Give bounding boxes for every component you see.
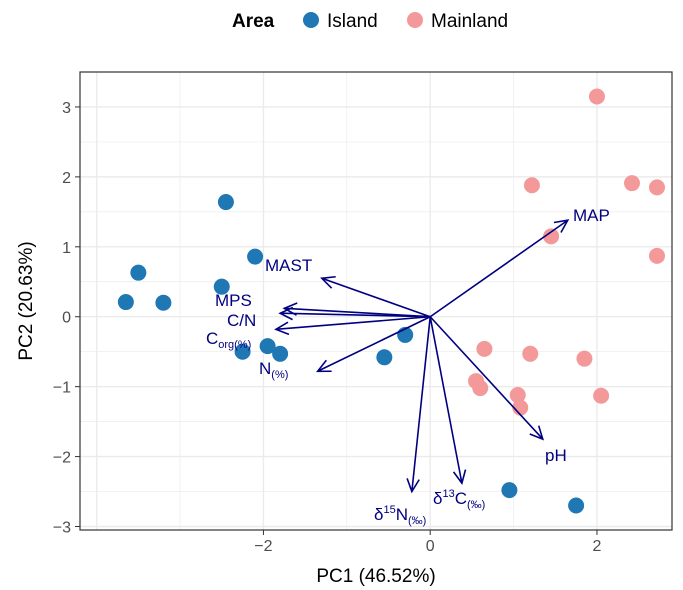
loading-arrow (284, 307, 431, 318)
loading-arrowhead (274, 321, 290, 336)
point-mainland (576, 350, 593, 367)
point-island (272, 345, 289, 362)
x-tick-label: −2 (254, 538, 272, 555)
loading-arrowhead (278, 306, 294, 321)
point-island (234, 343, 251, 360)
loading-arrow (280, 312, 431, 318)
legend-entries: Island Mainland (303, 11, 508, 32)
x-axis-ticks: −2 0 2 (254, 530, 602, 555)
loading-label: δ13C(‰) (433, 488, 485, 511)
point-mainland (593, 387, 610, 404)
legend-title: Area (232, 11, 275, 32)
scatter-points (117, 88, 665, 514)
loading-arrow (275, 315, 431, 331)
plot-panel-border (79, 71, 673, 531)
point-mainland (588, 88, 605, 105)
loading-arrowhead (406, 478, 420, 494)
point-island (155, 294, 172, 311)
legend-key-island (303, 12, 319, 28)
loading-label: δ15N(‰) (374, 504, 426, 527)
legend-label-island: Island (327, 11, 378, 32)
loading-label: pH (545, 446, 567, 465)
point-island (247, 248, 264, 265)
point-mainland (476, 340, 493, 357)
point-mainland (623, 175, 640, 192)
y-tick-label: 2 (62, 170, 71, 187)
y-axis-title: PC2 (20.63%) (16, 241, 37, 360)
loading-arrow (429, 219, 569, 318)
x-axis-title: PC1 (46.52%) (316, 566, 435, 587)
point-island (501, 482, 518, 499)
loading-arrow (429, 316, 544, 440)
loading-label: MAP (573, 206, 610, 225)
y-tick-label: −3 (53, 520, 71, 537)
legend-label-mainland: Mainland (431, 11, 508, 32)
point-mainland (543, 228, 560, 245)
point-mainland (522, 345, 539, 362)
legend: Area Island Mainland (232, 11, 508, 32)
point-mainland (648, 179, 665, 196)
y-tick-label: 3 (62, 100, 71, 117)
loading-arrowhead (315, 359, 332, 373)
plot-panel-background (80, 72, 672, 530)
point-island (376, 349, 393, 366)
y-tick-label: −2 (53, 450, 71, 467)
loading-vectors (274, 219, 570, 494)
grid-lines (80, 71, 672, 530)
point-island (130, 264, 147, 281)
legend-key-mainland (407, 12, 423, 28)
loading-arrow (411, 316, 431, 492)
y-tick-label: 0 (62, 310, 71, 327)
point-mainland (472, 380, 489, 397)
loading-arrow (429, 316, 463, 484)
y-axis-ticks: −3 −2 −1 0 1 2 3 (53, 100, 80, 537)
loading-label: MPS (215, 291, 252, 310)
loading-arrowhead (553, 219, 570, 233)
point-island (568, 497, 585, 514)
loading-label: N(%) (259, 359, 288, 381)
y-tick-label: 1 (62, 240, 71, 257)
point-mainland (512, 399, 529, 416)
loading-label: MAST (265, 256, 312, 275)
point-mainland (509, 387, 526, 404)
loading-arrow (321, 277, 431, 318)
loading-arrowhead (452, 469, 467, 485)
point-mainland (523, 177, 540, 194)
point-island (117, 294, 134, 311)
loading-arrow (317, 316, 431, 372)
loading-arrowhead (320, 275, 336, 289)
point-island (259, 338, 276, 355)
loading-label: Corg(%) (206, 329, 251, 351)
point-mainland (648, 247, 665, 264)
point-island (213, 278, 230, 295)
point-island (217, 194, 234, 211)
x-tick-label: 0 (426, 538, 435, 555)
y-tick-label: −1 (53, 380, 71, 397)
loading-label: C/N (227, 311, 256, 330)
x-tick-label: 2 (593, 538, 602, 555)
loading-arrowhead (529, 425, 545, 441)
